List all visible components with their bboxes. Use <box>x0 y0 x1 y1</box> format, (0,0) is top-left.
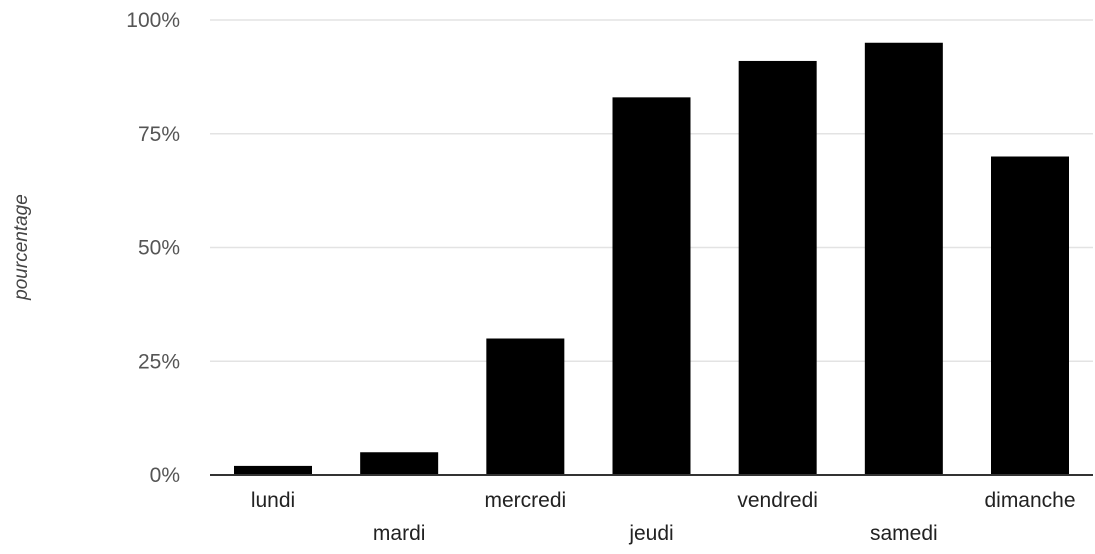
bar-mercredi <box>486 338 565 475</box>
y-tick-label: 0% <box>150 464 180 487</box>
bar-mardi <box>360 452 439 475</box>
y-tick-label: 100% <box>126 9 180 32</box>
y-tick-label: 25% <box>138 350 180 373</box>
x-axis-ticks: lundi mardi mercredi jeudi vendredi samedi dim… <box>251 489 1076 545</box>
y-axis-ticks: 0% 25% 50% 75% 100% <box>126 9 180 487</box>
bar-jeudi <box>612 97 691 475</box>
x-tick-label: mercredi <box>484 489 566 512</box>
x-tick-label: jeudi <box>628 522 673 545</box>
bar-vendredi <box>738 60 817 475</box>
y-axis-label: pourcentage <box>11 194 32 301</box>
x-tick-label: samedi <box>870 522 938 545</box>
y-tick-label: 75% <box>138 123 180 146</box>
x-tick-label: mardi <box>373 522 426 545</box>
x-tick-label: dimanche <box>984 489 1075 512</box>
y-tick-label: 50% <box>138 237 180 260</box>
bar-dimanche <box>991 156 1069 475</box>
x-tick-label: lundi <box>251 489 295 512</box>
bars <box>234 42 1069 475</box>
x-tick-label: vendredi <box>737 489 818 512</box>
bar-lundi <box>234 465 312 475</box>
bar-samedi <box>864 42 943 475</box>
